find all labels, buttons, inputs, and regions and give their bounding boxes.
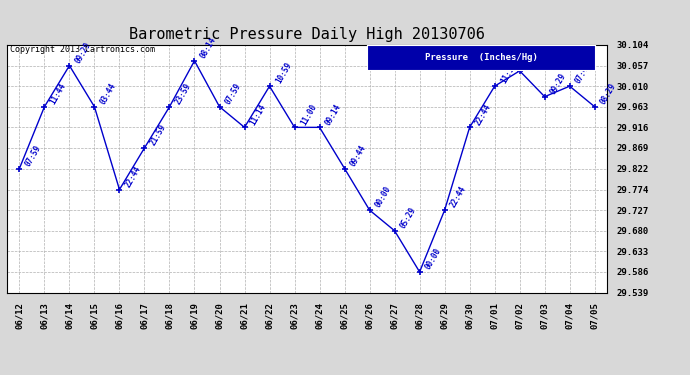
Text: 09:44: 09:44 xyxy=(348,143,368,168)
Text: 08:29: 08:29 xyxy=(524,45,543,70)
Text: 11:14: 11:14 xyxy=(499,61,518,86)
Text: 00:00: 00:00 xyxy=(374,185,393,209)
Text: 08:29: 08:29 xyxy=(599,81,618,106)
Text: 07:59: 07:59 xyxy=(23,143,43,168)
Text: 10:59: 10:59 xyxy=(274,61,293,86)
Text: 23:59: 23:59 xyxy=(174,81,193,106)
Text: 09:14: 09:14 xyxy=(324,102,343,127)
Text: 11:44: 11:44 xyxy=(48,81,68,106)
Title: Barometric Pressure Daily High 20130706: Barometric Pressure Daily High 20130706 xyxy=(129,27,485,42)
Text: 03:44: 03:44 xyxy=(99,81,118,106)
Text: 11:00: 11:00 xyxy=(299,102,318,127)
Text: 09:29: 09:29 xyxy=(549,71,568,96)
Text: 22:44: 22:44 xyxy=(474,102,493,127)
Text: 21:59: 21:59 xyxy=(148,123,168,147)
Text: Copyright 2013 Cartronics.com: Copyright 2013 Cartronics.com xyxy=(10,45,155,54)
Text: 08:14: 08:14 xyxy=(199,36,218,60)
Text: 00:00: 00:00 xyxy=(424,247,443,271)
Text: 07:59: 07:59 xyxy=(224,81,243,106)
Text: 22:44: 22:44 xyxy=(448,185,468,209)
Text: 22:44: 22:44 xyxy=(124,164,143,189)
Text: 05:29: 05:29 xyxy=(399,206,418,230)
Text: 11:14: 11:14 xyxy=(248,102,268,127)
Text: 07:44: 07:44 xyxy=(574,61,593,86)
Text: 09:29: 09:29 xyxy=(74,40,93,65)
